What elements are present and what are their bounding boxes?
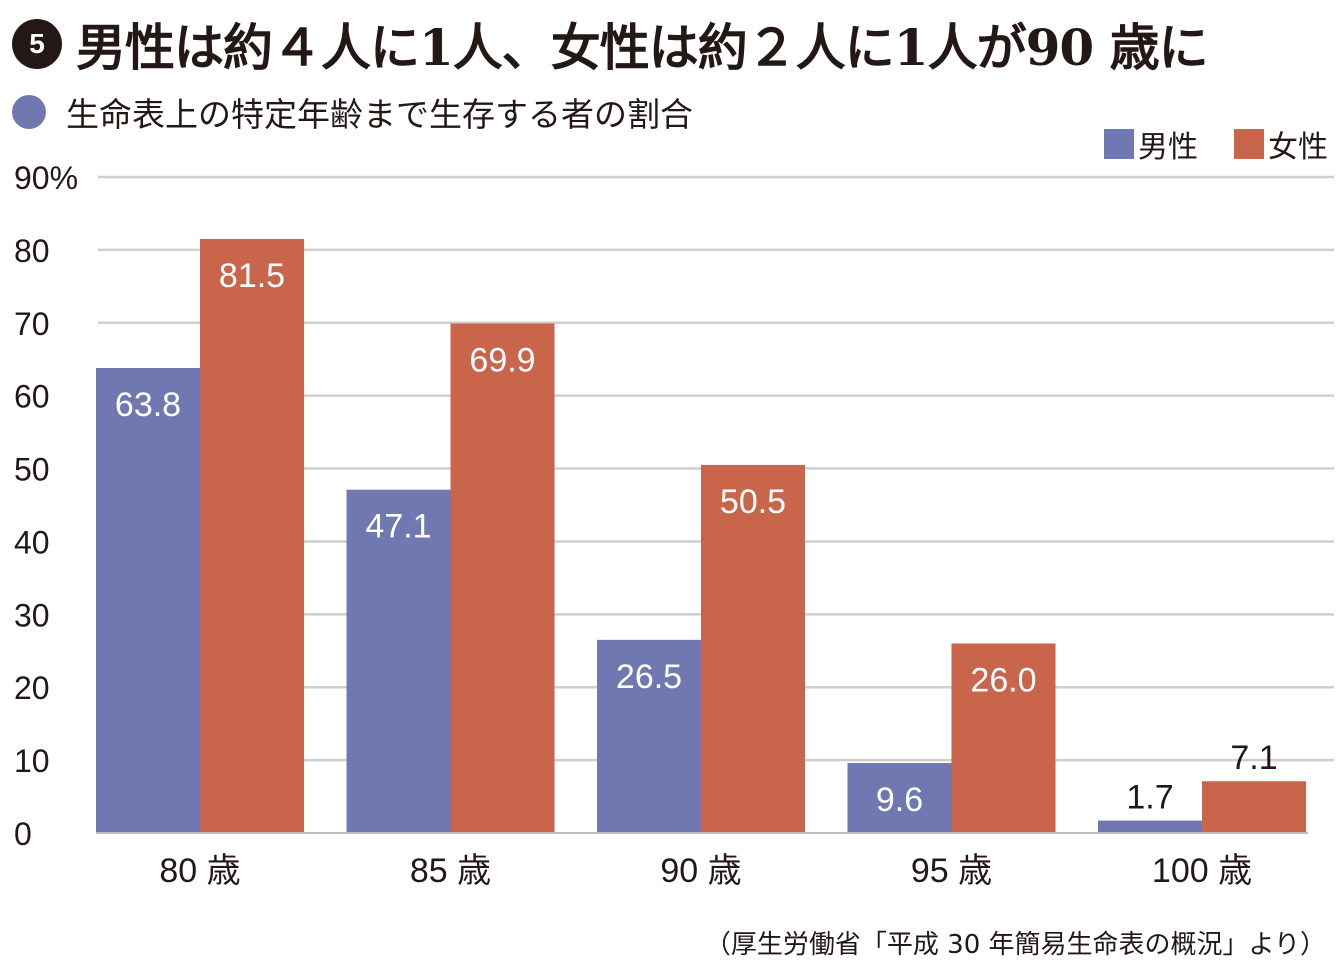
data-label: 26.0 xyxy=(970,661,1036,699)
y-tick-label: 60 xyxy=(14,379,50,415)
legend-swatch-male xyxy=(1104,129,1134,159)
bar xyxy=(200,238,304,833)
y-tick-label: 70 xyxy=(14,306,50,342)
y-tick-label: 0 xyxy=(14,816,32,852)
data-label: 69.9 xyxy=(469,342,535,380)
x-tick-label: 95 歳 xyxy=(911,852,992,890)
chart-title: 男性は約４人に1人、女性は約２人に1人が90 歳に xyxy=(76,18,1209,77)
legend-item-male: 男性 xyxy=(1104,122,1198,166)
data-label: 47.1 xyxy=(365,508,431,546)
legend: 男性 女性 xyxy=(1068,122,1328,166)
x-tick-label: 85 歳 xyxy=(410,852,491,890)
legend-swatch-female xyxy=(1234,129,1264,159)
legend-label-male: 男性 xyxy=(1138,130,1198,165)
data-label: 7.1 xyxy=(1230,739,1277,777)
bar xyxy=(701,464,805,833)
y-tick-label: 50 xyxy=(14,452,50,488)
bar xyxy=(951,643,1056,833)
number-badge: 5 xyxy=(12,19,62,69)
x-tick-label: 90 歳 xyxy=(660,852,741,890)
bar xyxy=(1098,820,1202,833)
bar xyxy=(96,367,200,833)
data-label: 63.8 xyxy=(115,386,181,424)
data-label: 81.5 xyxy=(219,257,285,295)
source-note: （厚生労働省「平成 30 年簡易生命表の概況」より） xyxy=(704,930,1326,960)
chart-subtitle: 生命表上の特定年齢まで生存する者の割合 xyxy=(66,95,693,134)
data-label: 1.7 xyxy=(1126,779,1173,817)
legend-item-female: 女性 xyxy=(1234,122,1328,166)
data-label: 50.5 xyxy=(720,483,786,521)
bar xyxy=(597,639,701,833)
y-tick-label: 40 xyxy=(14,524,50,560)
y-tick-label: 90% xyxy=(14,160,78,196)
subtitle-row: 生命表上の特定年齢まで生存する者の割合 xyxy=(12,88,693,136)
bar xyxy=(847,763,952,833)
y-tick-label: 80 xyxy=(14,233,50,269)
y-tick-label: 10 xyxy=(14,743,50,779)
y-tick-label: 20 xyxy=(14,670,50,706)
data-label: 26.5 xyxy=(616,658,682,696)
bar xyxy=(346,489,451,833)
data-label: 9.6 xyxy=(876,781,923,819)
x-tick-label: 80 歳 xyxy=(159,852,240,890)
x-tick-label: 100 歳 xyxy=(1152,852,1252,890)
bullet-dot-icon xyxy=(12,95,46,129)
legend-label-female: 女性 xyxy=(1268,130,1328,165)
bar xyxy=(450,323,555,833)
chart-header: 5 男性は約４人に1人、女性は約２人に1人が90 歳に xyxy=(12,8,1209,80)
bar xyxy=(1202,781,1306,833)
y-tick-label: 30 xyxy=(14,597,50,633)
